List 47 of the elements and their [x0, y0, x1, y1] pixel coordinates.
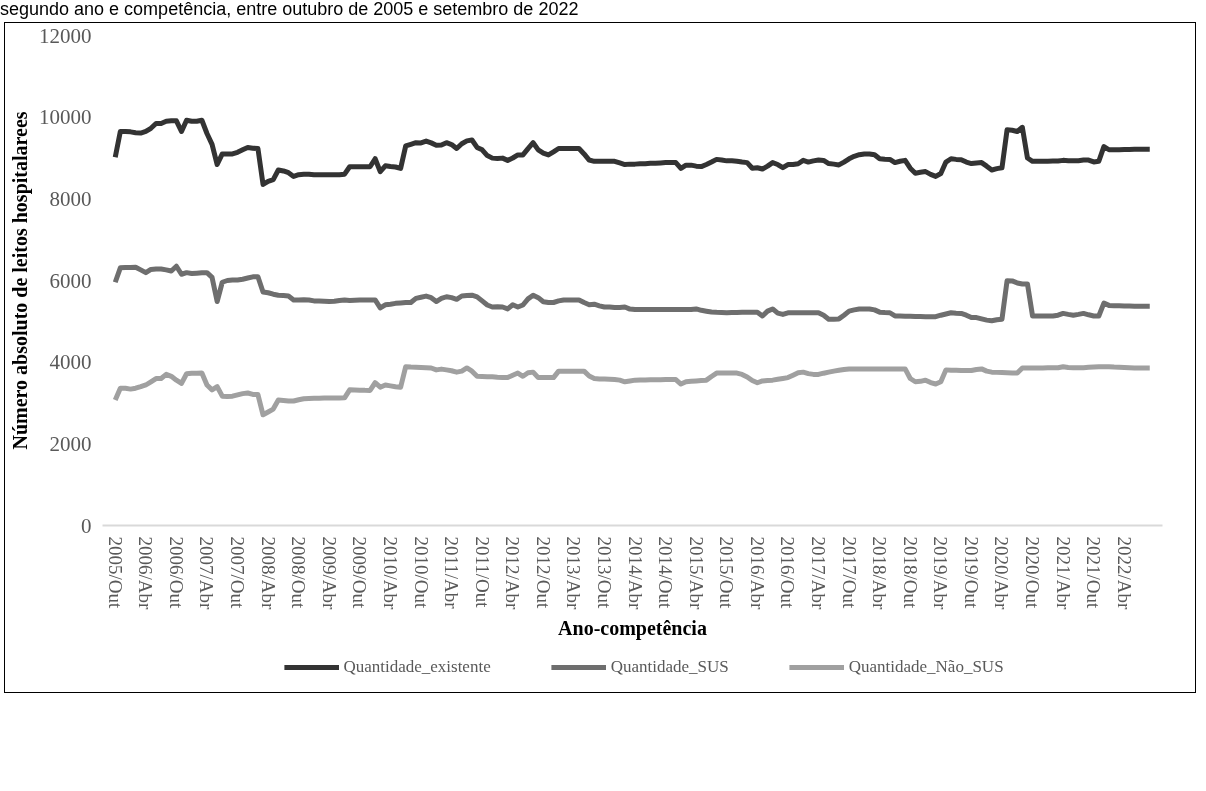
y-tick-label: 12000 — [39, 23, 92, 48]
x-tick-label: 2014/Out — [655, 536, 677, 609]
x-tick-label: 2020/Out — [1022, 536, 1044, 609]
x-tick-label: 2015/Abr — [685, 536, 707, 610]
x-tick-label: 2012/Abr — [502, 536, 524, 610]
y-tick-label: 2000 — [49, 431, 92, 456]
x-tick-label: 2011/Abr — [441, 536, 463, 610]
x-tick-label: 2009/Abr — [318, 536, 340, 610]
x-tick-label: 2019/Abr — [930, 536, 952, 610]
x-tick-label: 2015/Out — [716, 536, 738, 609]
x-tick-label: 2021/Out — [1083, 536, 1105, 609]
legend-label: Quantidade_Não_SUS — [848, 657, 1004, 677]
x-tick-label: 2009/Out — [349, 536, 371, 609]
x-tick-label: 2008/Out — [288, 536, 310, 609]
y-tick-label: 8000 — [49, 186, 92, 211]
x-tick-label: 2012/Out — [532, 536, 554, 609]
x-tick-label: 2007/Abr — [196, 536, 218, 610]
x-tick-label: 2008/Abr — [257, 536, 279, 610]
y-tick-label: 6000 — [49, 268, 92, 293]
x-tick-label: 2006/Out — [165, 536, 187, 609]
y-tick-label: 0 — [81, 513, 92, 538]
y-tick-label: 4000 — [49, 350, 92, 375]
x-tick-label: 2016/Out — [777, 536, 799, 609]
x-tick-label: 2005/Out — [104, 536, 126, 609]
x-tick-label: 2011/Out — [471, 536, 493, 609]
x-tick-label: 2014/Abr — [624, 536, 646, 610]
x-tick-label: 2013/Abr — [563, 536, 585, 610]
x-tick-label: 2010/Out — [410, 536, 432, 609]
x-tick-label: 2006/Abr — [135, 536, 157, 610]
x-tick-label: 2017/Out — [838, 536, 860, 609]
x-tick-label: 2010/Abr — [379, 536, 401, 610]
x-tick-label: 2022/Abr — [1113, 536, 1135, 610]
x-tick-label: 2019/Out — [960, 536, 982, 609]
legend-label: Quantidade_existente — [343, 657, 491, 677]
y-tick-label: 10000 — [39, 105, 92, 130]
x-tick-label: 2020/Abr — [991, 536, 1013, 610]
x-tick-label: 2018/Out — [899, 536, 921, 609]
x-tick-label: 2007/Out — [227, 536, 249, 609]
legend-label: Quantidade_SUS — [610, 657, 729, 677]
x-tick-label: 2016/Abr — [746, 536, 768, 610]
x-tick-label: 2013/Out — [593, 536, 615, 609]
x-tick-label: 2021/Abr — [1052, 536, 1074, 610]
x-tick-label: 2017/Abr — [808, 536, 830, 610]
y-axis-title: Número absoluto de leitos hospitalarees — [9, 111, 32, 450]
x-axis-title: Ano-competência — [558, 617, 707, 641]
chart-title: segundo ano e competência, entre outubro de 2005 e setembro de 2022 — [0, 0, 579, 19]
x-tick-label: 2018/Abr — [869, 536, 891, 610]
